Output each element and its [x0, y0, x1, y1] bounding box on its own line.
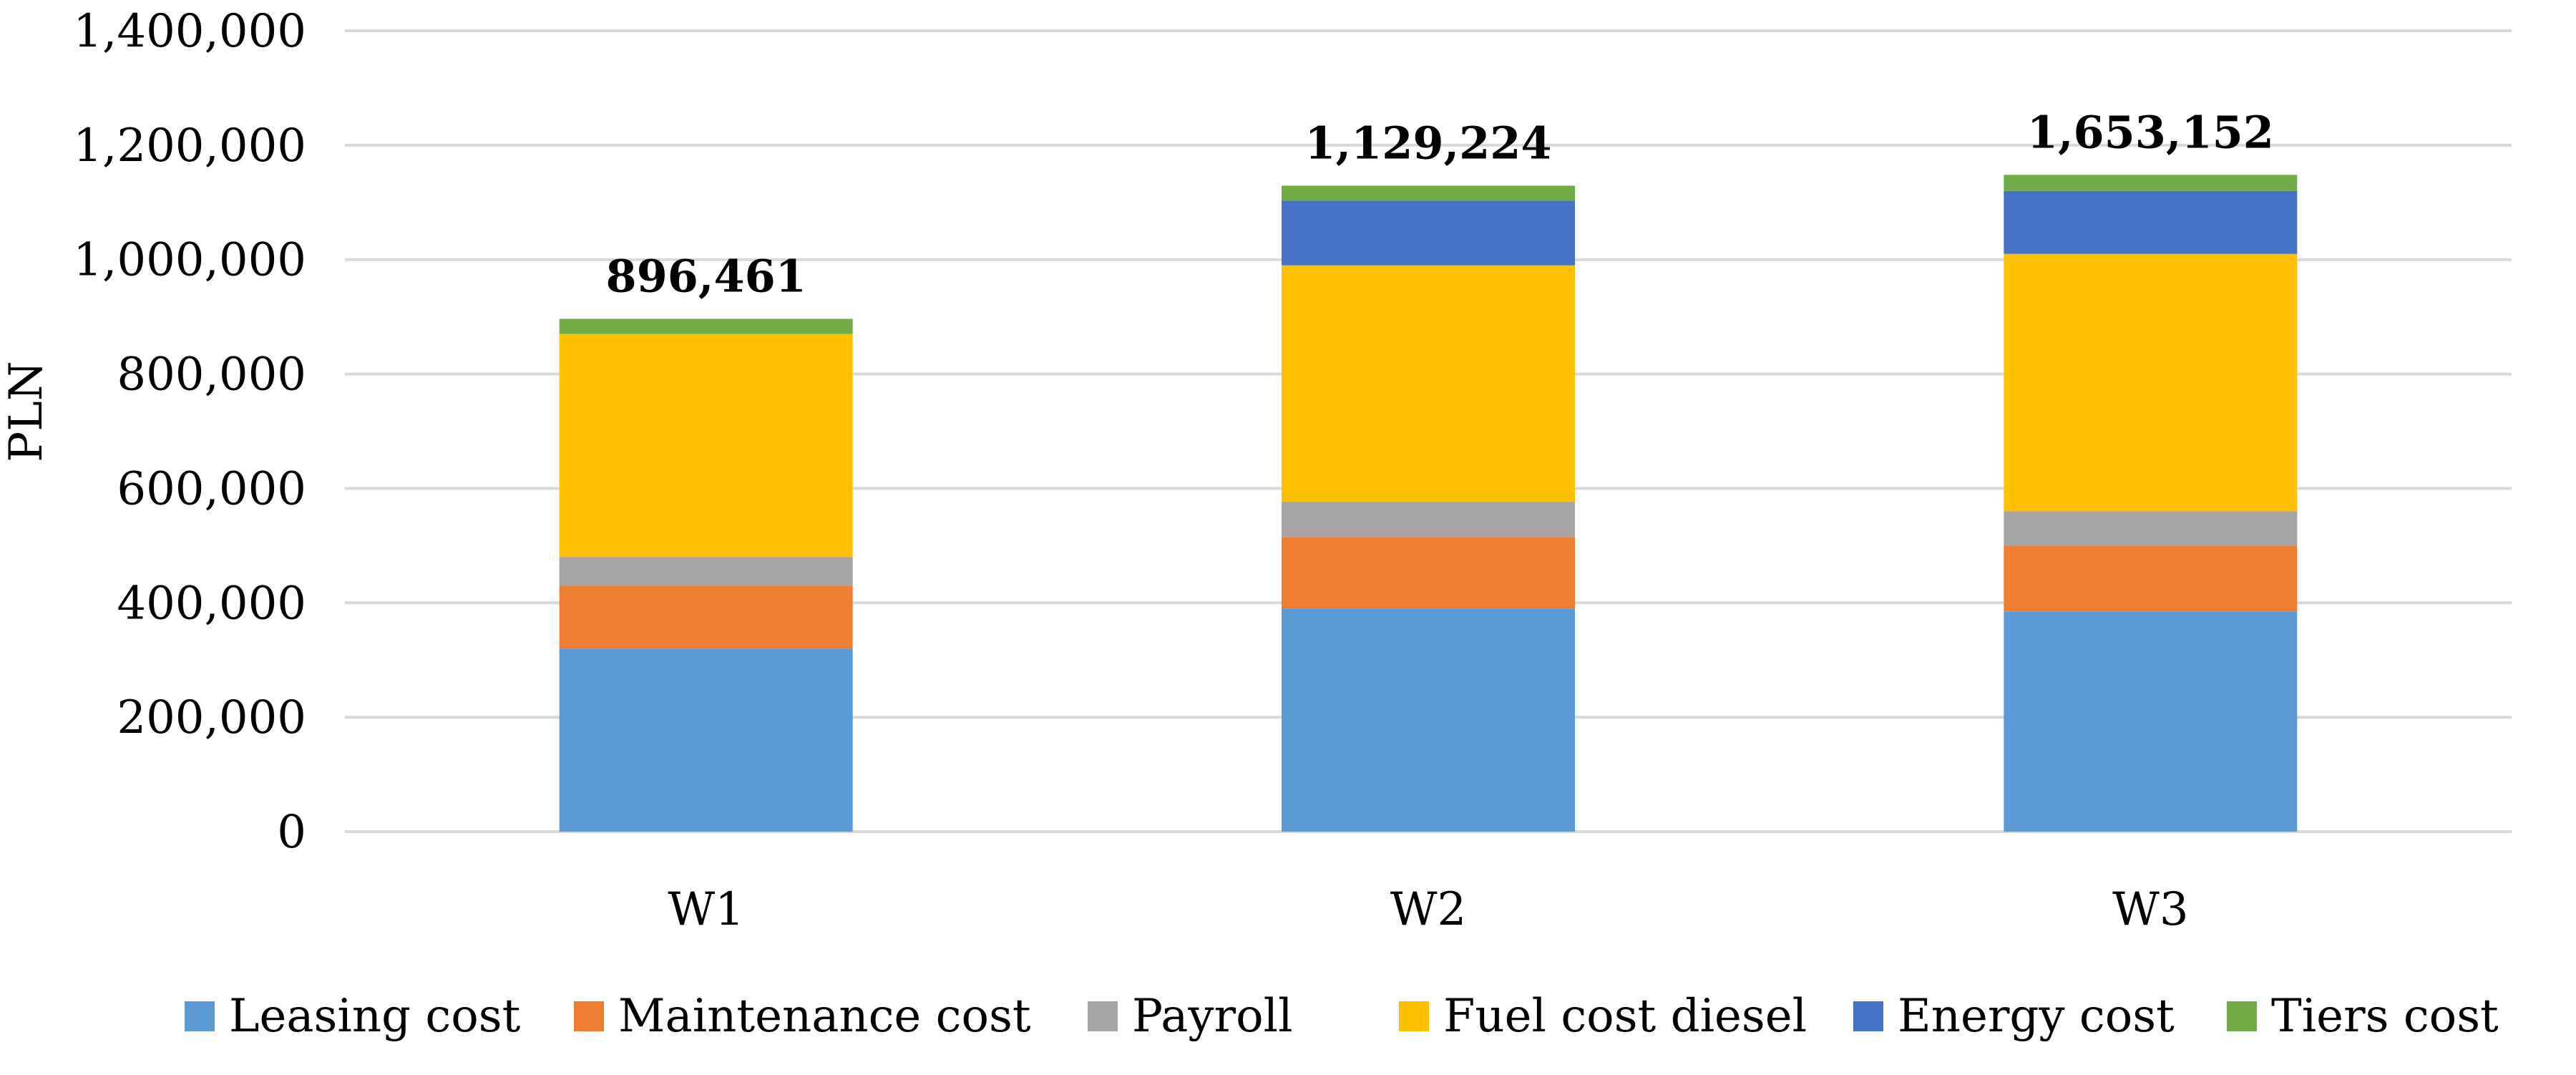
y-tick-label: 800,000	[117, 349, 306, 402]
x-axis-ticks: W1 W2 W3	[668, 883, 2188, 936]
y-tick-label: 600,000	[117, 462, 306, 515]
legend-label: Energy cost	[1898, 990, 2175, 1043]
bar-segment-energy-cost	[1282, 200, 1575, 266]
y-tick-label: 1,200,000	[73, 120, 306, 172]
legend-swatch	[1399, 1001, 1429, 1031]
x-tick-label: W2	[1390, 883, 1467, 936]
legend-label: Payroll	[1132, 990, 1293, 1043]
bar-segment-payroll	[1282, 501, 1575, 538]
y-tick-label: 200,000	[117, 691, 306, 744]
bar-segment-leasing-cost	[1282, 608, 1575, 832]
y-tick-label: 0	[277, 806, 306, 859]
bars	[559, 175, 2298, 832]
y-axis-title: PLN	[0, 361, 53, 462]
legend-swatch	[1853, 1001, 1883, 1031]
y-tick-label: 1,400,000	[73, 5, 306, 58]
legend-label: Maintenance cost	[618, 990, 1031, 1043]
bar-segment-fuel-cost-diesel	[1282, 265, 1575, 502]
bar-total-label: 1,653,152	[2027, 106, 2274, 158]
bar-total-label: 1,129,224	[1304, 117, 1551, 169]
y-tick-label: 400,000	[117, 577, 306, 630]
legend: Leasing cost Maintenance cost Payroll Fuel …	[185, 990, 2499, 1043]
bar-segment-tiers-cost	[2004, 175, 2298, 191]
x-tick-label: W3	[2112, 883, 2189, 936]
legend-label: Fuel cost diesel	[1443, 990, 1807, 1043]
legend-swatch	[2227, 1001, 2257, 1031]
y-tick-label: 1,000,000	[73, 234, 306, 287]
bar-segment-maintenance-cost	[2004, 545, 2298, 612]
bar-segment-leasing-cost	[559, 648, 853, 832]
legend-swatch	[574, 1001, 604, 1031]
legend-label: Leasing cost	[229, 990, 521, 1043]
bar-segment-energy-cost	[2004, 190, 2298, 254]
bar-segment-maintenance-cost	[1282, 537, 1575, 609]
bar-segment-payroll	[559, 557, 853, 586]
bar-segment-maintenance-cost	[559, 585, 853, 649]
total-labels: 896,461 1,129,224 1,653,152	[605, 106, 2273, 302]
legend-swatch	[185, 1001, 215, 1031]
x-tick-label: W1	[668, 883, 744, 936]
bar-segment-payroll	[2004, 511, 2298, 546]
bar-segment-tiers-cost	[1282, 185, 1575, 201]
y-axis-title-group: PLN	[0, 361, 53, 462]
legend-label: Tiers cost	[2271, 990, 2499, 1043]
y-axis-ticks: 0 200,000 400,000 600,000 800,000 1,000,000 1,…	[73, 5, 306, 859]
bar-segment-fuel-cost-diesel	[2004, 253, 2298, 512]
bar-segment-fuel-cost-diesel	[559, 334, 853, 558]
legend-swatch	[1088, 1001, 1118, 1031]
bar-segment-tiers-cost	[559, 318, 853, 334]
bar-total-label: 896,461	[605, 250, 806, 302]
bar-segment-leasing-cost	[2004, 611, 2298, 832]
